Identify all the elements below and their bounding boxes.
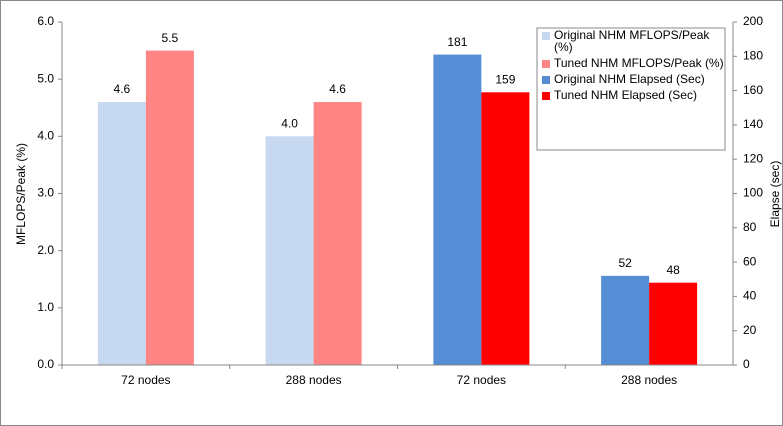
data-label: 4.0 (281, 117, 298, 131)
y-tick-label: 6.0 (37, 14, 54, 28)
y2-tick-label: 60 (743, 254, 757, 268)
bar (265, 136, 314, 365)
data-label: 5.5 (162, 31, 179, 45)
y-tick-label: 3.0 (37, 186, 54, 200)
y-tick-label: 4.0 (37, 129, 54, 143)
x-tick-label: 288 nodes (286, 373, 342, 387)
y-tick-label: 2.0 (37, 243, 54, 257)
y-tick-label: 0.0 (37, 357, 54, 371)
legend-label: Original NHM Elapsed (Sec) (554, 72, 705, 86)
data-label: 4.6 (329, 82, 346, 96)
bar (97, 102, 146, 366)
legend: Original NHM MFLOPS/Peak (%) Tuned NHM MFL… (536, 27, 726, 151)
y2-tick-label: 100 (743, 186, 763, 200)
data-label: 181 (447, 35, 467, 49)
y-axis-label: MFLOPS/Peak (%) (14, 143, 28, 245)
legend-swatch (542, 60, 550, 68)
data-label: 48 (666, 263, 680, 277)
y2-tick-label: 20 (743, 323, 757, 337)
x-tick-label: 72 nodes (457, 373, 506, 387)
legend-swatch (542, 76, 550, 84)
bar (433, 54, 482, 366)
y2-tick-label: 140 (743, 117, 763, 131)
bar (649, 282, 698, 365)
legend-swatch (542, 92, 550, 100)
bar (601, 275, 650, 365)
x-tick-label: 288 nodes (621, 373, 677, 387)
y-tick-label: 5.0 (37, 71, 54, 85)
legend-label: Tuned NHM Elapsed (Sec) (554, 88, 697, 102)
legend-box (536, 27, 726, 151)
data-label: 159 (495, 72, 515, 86)
bar (145, 50, 194, 365)
y2-tick-label: 160 (743, 83, 763, 97)
data-label: 52 (618, 256, 632, 270)
y2-tick-label: 40 (743, 289, 757, 303)
x-tick-label: 72 nodes (121, 373, 170, 387)
y2-tick-label: 0 (743, 357, 750, 371)
legend-label: Original NHM MFLOPS/Peak (%) (554, 28, 710, 54)
legend-swatch (542, 32, 550, 40)
y2-axis-label: Elapse (sec) (768, 161, 782, 228)
bar (481, 92, 530, 365)
data-label: 4.6 (114, 82, 131, 96)
y2-tick-label: 180 (743, 48, 763, 62)
y2-tick-label: 200 (743, 14, 763, 28)
y-tick-label: 1.0 (37, 300, 54, 314)
legend-label: Tuned NHM MFLOPS/Peak (%) (554, 56, 724, 70)
y2-tick-label: 120 (743, 151, 763, 165)
y2-tick-label: 80 (743, 220, 757, 234)
bar (313, 102, 362, 366)
